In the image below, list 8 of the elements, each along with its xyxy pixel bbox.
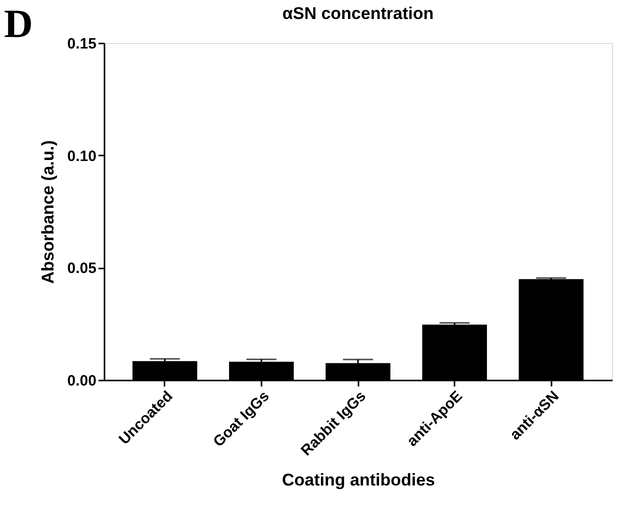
x-axis-title: Coating antibodies	[282, 470, 435, 490]
y-tick-label: 0.05	[67, 260, 96, 278]
y-tick-label: 0.10	[67, 148, 96, 165]
text: D	[4, 1, 33, 46]
y-tick-label: 0.15	[67, 36, 96, 52]
y-tick-label: 0.00	[67, 372, 96, 390]
y-axis-title: Absorbance (a.u.)	[38, 140, 58, 284]
chart-title: αSN concentration	[282, 4, 434, 23]
